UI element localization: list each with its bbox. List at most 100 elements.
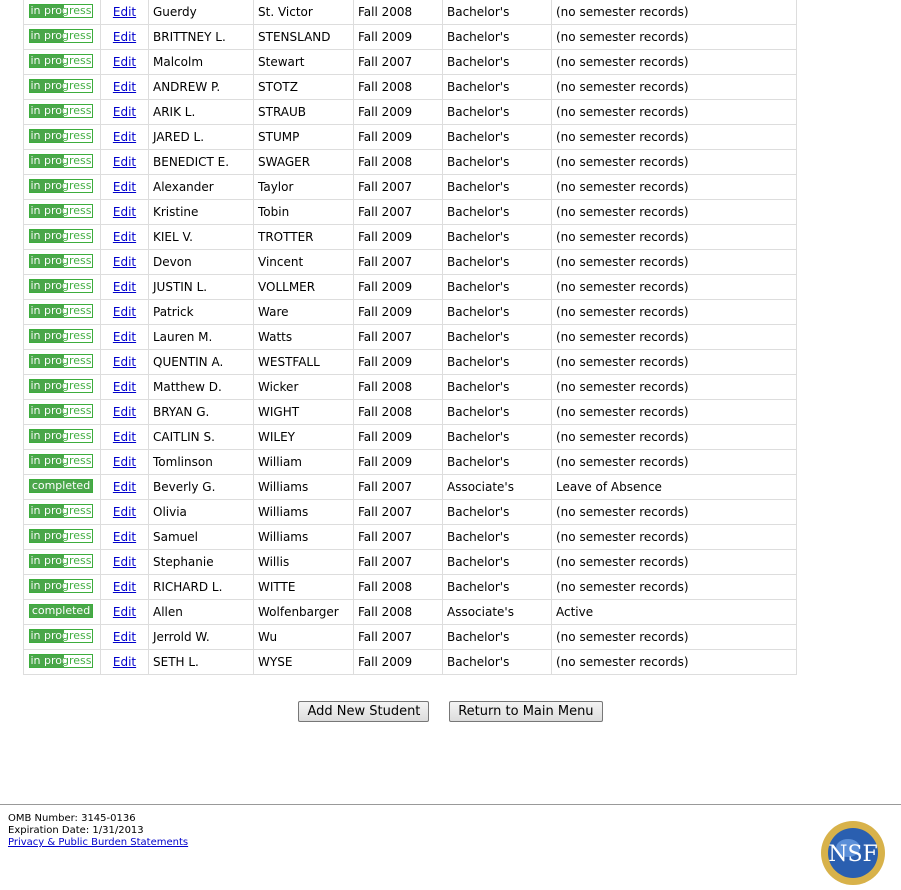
last-name: Williams [253,474,354,500]
table-row: in progress Edit BRYAN G. WIGHT Fall 200… [23,399,797,425]
start-term: Fall 2009 [353,649,443,675]
last-name: Wicker [253,374,354,400]
degree: Bachelor's [442,549,552,575]
expiration-date: Expiration Date: 1/31/2013 [8,825,144,836]
edit-link[interactable]: Edit [112,655,137,669]
first-name: Kristine [148,199,254,225]
start-term: Fall 2009 [353,99,443,125]
start-term: Fall 2008 [353,0,443,25]
edit-link[interactable]: Edit [112,530,137,544]
status-badge: in progress [29,428,93,443]
degree: Bachelor's [442,499,552,525]
edit-link[interactable]: Edit [112,130,137,144]
first-name: BENEDICT E. [148,149,254,175]
edit-link[interactable]: Edit [112,330,137,344]
last-name: TROTTER [253,224,354,250]
edit-link[interactable]: Edit [112,205,137,219]
edit-link[interactable]: Edit [112,80,137,94]
first-name: Malcolm [148,49,254,75]
degree: Bachelor's [442,424,552,450]
edit-link[interactable]: Edit [112,105,137,119]
first-name: Guerdy [148,0,254,25]
edit-link[interactable]: Edit [112,255,137,269]
table-row: in progress Edit KIEL V. TROTTER Fall 20… [23,224,797,250]
edit-link[interactable]: Edit [112,180,137,194]
edit-link[interactable]: Edit [112,630,137,644]
table-row: in progress Edit Samuel Williams Fall 20… [23,524,797,550]
semester-status: (no semester records) [551,324,797,350]
status-badge: in progress [29,228,93,243]
status-badge: in progress [29,278,93,293]
edit-link[interactable]: Edit [112,605,137,619]
semester-status: (no semester records) [551,524,797,550]
start-term: Fall 2009 [353,424,443,450]
edit-link[interactable]: Edit [112,430,137,444]
first-name: SETH L. [148,649,254,675]
edit-link[interactable]: Edit [112,5,137,19]
last-name: Ware [253,299,354,325]
status-badge: in progress [29,578,93,593]
table-row: in progress Edit ANDREW P. STOTZ Fall 20… [23,74,797,100]
degree: Bachelor's [442,574,552,600]
degree: Bachelor's [442,224,552,250]
status-badge: in progress [29,103,93,118]
status-badge: in progress [29,303,93,318]
start-term: Fall 2008 [353,574,443,600]
start-term: Fall 2007 [353,324,443,350]
edit-link[interactable]: Edit [112,455,137,469]
privacy-link[interactable]: Privacy & Public Burden Statements [8,837,189,848]
edit-link[interactable]: Edit [112,30,137,44]
start-term: Fall 2007 [353,549,443,575]
last-name: Williams [253,524,354,550]
edit-link[interactable]: Edit [112,355,137,369]
table-row: in progress Edit QUENTIN A. WESTFALL Fal… [23,349,797,375]
degree: Bachelor's [442,124,552,150]
start-term: Fall 2007 [353,174,443,200]
edit-link[interactable]: Edit [112,505,137,519]
svg-text:NSF: NSF [828,842,878,867]
table-row: in progress Edit CAITLIN S. WILEY Fall 2… [23,424,797,450]
first-name: JUSTIN L. [148,274,254,300]
edit-link[interactable]: Edit [112,555,137,569]
start-term: Fall 2007 [353,474,443,500]
table-row: in progress Edit Tomlinson William Fall … [23,449,797,475]
table-row: in progress Edit RICHARD L. WITTE Fall 2… [23,574,797,600]
degree: Bachelor's [442,274,552,300]
edit-link[interactable]: Edit [112,480,137,494]
last-name: Wolfenbarger [253,599,354,625]
degree: Associate's [442,599,552,625]
table-row: in progress Edit Guerdy St. Victor Fall … [23,0,797,25]
edit-link[interactable]: Edit [112,405,137,419]
start-term: Fall 2007 [353,624,443,650]
add-new-student-button[interactable]: Add New Student [298,701,430,722]
status-badge: in progress [29,328,93,343]
table-row: in progress Edit Lauren M. Watts Fall 20… [23,324,797,350]
edit-link[interactable]: Edit [112,305,137,319]
status-badge: completed [29,603,93,618]
return-to-main-menu-button[interactable]: Return to Main Menu [449,701,603,722]
edit-link[interactable]: Edit [112,580,137,594]
omb-number: OMB Number: 3145-0136 [8,813,136,824]
action-buttons: Add New Student Return to Main Menu [0,701,901,722]
nsf-logo: NSF [821,821,885,885]
semester-status: (no semester records) [551,124,797,150]
table-row: in progress Edit Kristine Tobin Fall 200… [23,199,797,225]
table-row: in progress Edit BRITTNEY L. STENSLAND F… [23,24,797,50]
last-name: STOTZ [253,74,354,100]
degree: Bachelor's [442,99,552,125]
table-row: completed Edit Allen Wolfenbarger Fall 2… [23,599,797,625]
first-name: RICHARD L. [148,574,254,600]
degree: Bachelor's [442,449,552,475]
edit-link[interactable]: Edit [112,280,137,294]
table-row: in progress Edit Malcolm Stewart Fall 20… [23,49,797,75]
first-name: Stephanie [148,549,254,575]
first-name: Jerrold W. [148,624,254,650]
semester-status: (no semester records) [551,574,797,600]
semester-status: (no semester records) [551,299,797,325]
footer-divider [0,804,901,805]
edit-link[interactable]: Edit [112,55,137,69]
edit-link[interactable]: Edit [112,230,137,244]
last-name: WESTFALL [253,349,354,375]
edit-link[interactable]: Edit [112,380,137,394]
edit-link[interactable]: Edit [112,155,137,169]
